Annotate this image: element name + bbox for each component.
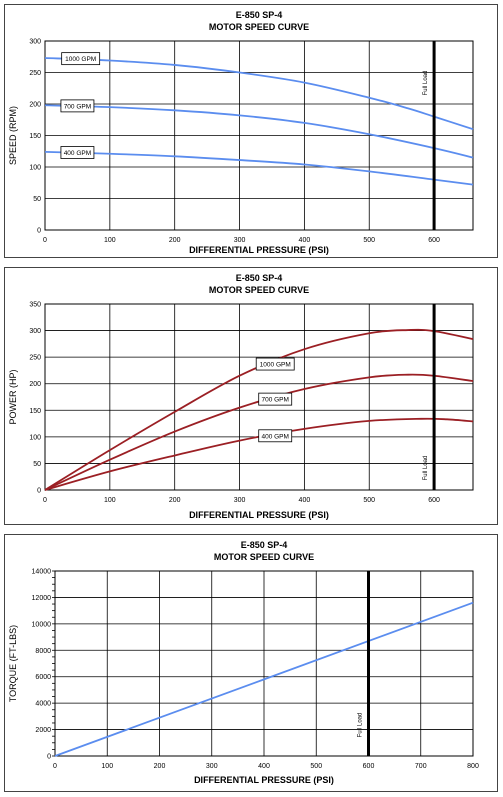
series-line-1000-gpm — [44, 328, 474, 491]
series-label-box — [60, 146, 95, 159]
x-tick-label: 100 — [104, 237, 116, 244]
full-load-label: Full Load — [423, 456, 429, 481]
chart-subtitle: MOTOR SPEED CURVE — [209, 22, 309, 32]
x-tick-label: 100 — [104, 497, 116, 504]
x-tick-label: 200 — [169, 497, 181, 504]
series-line-700-gpm — [44, 373, 474, 491]
x-tick-label: 500 — [310, 763, 322, 770]
series-line-700-gpm — [44, 104, 474, 159]
plot-frame — [54, 570, 474, 757]
y-tick-label: 50 — [33, 196, 41, 203]
y-tick-label: 200 — [29, 102, 41, 109]
x-tick-label: 600 — [428, 497, 440, 504]
full-load-label: Full Load — [358, 713, 364, 738]
chart-subtitle: MOTOR SPEED CURVE — [209, 285, 309, 295]
series-label-text: 1000 GPM — [260, 362, 291, 369]
x-axis-label: DIFFERENTIAL PRESSURE (PSI) — [189, 245, 329, 255]
series-label: 1000 GPM — [255, 357, 295, 371]
y-tick-label: 250 — [29, 355, 41, 362]
y-axis-label: TORQUE (FT-LBS) — [8, 625, 18, 702]
series-label-box — [258, 429, 293, 443]
y-tick-label: 0 — [37, 488, 41, 495]
y-tick-label: 4000 — [35, 701, 51, 708]
series-label-text: 700 GPM — [64, 103, 91, 110]
y-tick-label: 250 — [29, 70, 41, 77]
series-line-400-gpm — [44, 150, 474, 186]
y-tick-label: 0 — [37, 228, 41, 235]
series-label: 400 GPM — [258, 429, 293, 443]
x-tick-label: 700 — [415, 763, 427, 770]
series-label-text: 1000 GPM — [65, 56, 96, 63]
series-label-box — [255, 357, 295, 371]
y-tick-label: 2000 — [35, 727, 51, 734]
x-tick-label: 300 — [234, 237, 246, 244]
chart-title: E-850 SP-4 — [236, 10, 283, 20]
y-tick-label: 12000 — [32, 595, 52, 602]
x-tick-label: 200 — [169, 237, 181, 244]
series-line-0 — [54, 601, 474, 757]
x-tick-label: 300 — [206, 763, 218, 770]
torque-chart: E-850 SP-4 MOTOR SPEED CURVE 0 100 200 300 400… — [8, 540, 479, 785]
speed-chart: E-850 SP-4 MOTOR SPEED CURVE 0 100 200 300 400… — [8, 10, 474, 255]
y-tick-label: 10000 — [32, 621, 52, 628]
plot-frame — [44, 40, 474, 231]
chart-title: E-850 SP-4 — [236, 273, 283, 283]
x-tick-label: 0 — [43, 237, 47, 244]
series-label: 700 GPM — [60, 99, 95, 113]
y-tick-label: 300 — [29, 39, 41, 46]
series-label-text: 400 GPM — [64, 150, 91, 157]
series-label-box — [61, 52, 101, 66]
series-line-400-gpm — [44, 417, 474, 491]
x-tick-label: 400 — [299, 497, 311, 504]
series-label-text: 400 GPM — [261, 433, 288, 440]
power-chart-panel: E-850 SP-4 MOTOR SPEED CURVE 0 100 200 300 400… — [4, 267, 498, 525]
series-line-1000-gpm — [44, 57, 474, 131]
x-tick-label: 600 — [363, 763, 375, 770]
y-axis-label: POWER (HP) — [8, 369, 18, 424]
y-axis-label: SPEED (RPM) — [8, 106, 18, 165]
grid — [52, 570, 474, 757]
plot-frame — [44, 303, 474, 491]
y-tick-label: 0 — [47, 754, 51, 761]
y-tick-label: 14000 — [32, 569, 52, 576]
x-tick-label: 0 — [43, 497, 47, 504]
y-tick-label: 150 — [29, 408, 41, 415]
y-tick-label: 100 — [29, 434, 41, 441]
x-axis-label: DIFFERENTIAL PRESSURE (PSI) — [189, 510, 329, 520]
y-tick-label: 100 — [29, 165, 41, 172]
full-load-label: Full Load — [423, 71, 429, 96]
y-tick-label: 200 — [29, 381, 41, 388]
x-tick-label: 500 — [363, 237, 375, 244]
x-tick-label: 100 — [101, 763, 113, 770]
chart-subtitle: MOTOR SPEED CURVE — [214, 552, 314, 562]
series-label: 700 GPM — [258, 392, 293, 406]
grid — [44, 40, 473, 231]
chart-title: E-850 SP-4 — [241, 540, 288, 550]
y-tick-label: 50 — [33, 461, 41, 468]
series-label-text: 700 GPM — [261, 397, 288, 404]
series-label-box — [258, 392, 293, 406]
x-tick-label: 400 — [258, 763, 270, 770]
x-tick-label: 600 — [428, 237, 440, 244]
x-axis-label: DIFFERENTIAL PRESSURE (PSI) — [194, 775, 334, 785]
speed-chart-panel: E-850 SP-4 MOTOR SPEED CURVE 0 100 200 300 400… — [4, 4, 498, 258]
power-chart: E-850 SP-4 MOTOR SPEED CURVE 0 100 200 300 400… — [8, 273, 474, 520]
series-label-box — [60, 99, 95, 113]
x-tick-label: 500 — [363, 497, 375, 504]
x-tick-label: 300 — [234, 497, 246, 504]
y-tick-label: 6000 — [35, 674, 51, 681]
y-tick-label: 8000 — [35, 648, 51, 655]
x-tick-label: 200 — [154, 763, 166, 770]
y-tick-label: 150 — [29, 133, 41, 140]
x-tick-label: 800 — [467, 763, 479, 770]
x-tick-label: 0 — [53, 763, 57, 770]
x-tick-label: 400 — [299, 237, 311, 244]
torque-chart-panel: E-850 SP-4 MOTOR SPEED CURVE 0 100 200 300 400… — [4, 534, 498, 792]
series-label: 1000 GPM — [61, 52, 101, 66]
y-tick-label: 350 — [29, 302, 41, 309]
series-label: 400 GPM — [60, 146, 95, 159]
y-tick-label: 300 — [29, 328, 41, 335]
